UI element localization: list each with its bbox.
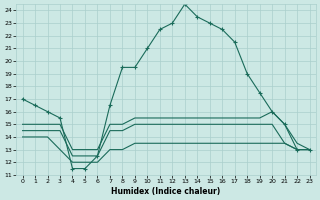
X-axis label: Humidex (Indice chaleur): Humidex (Indice chaleur)	[111, 187, 221, 196]
